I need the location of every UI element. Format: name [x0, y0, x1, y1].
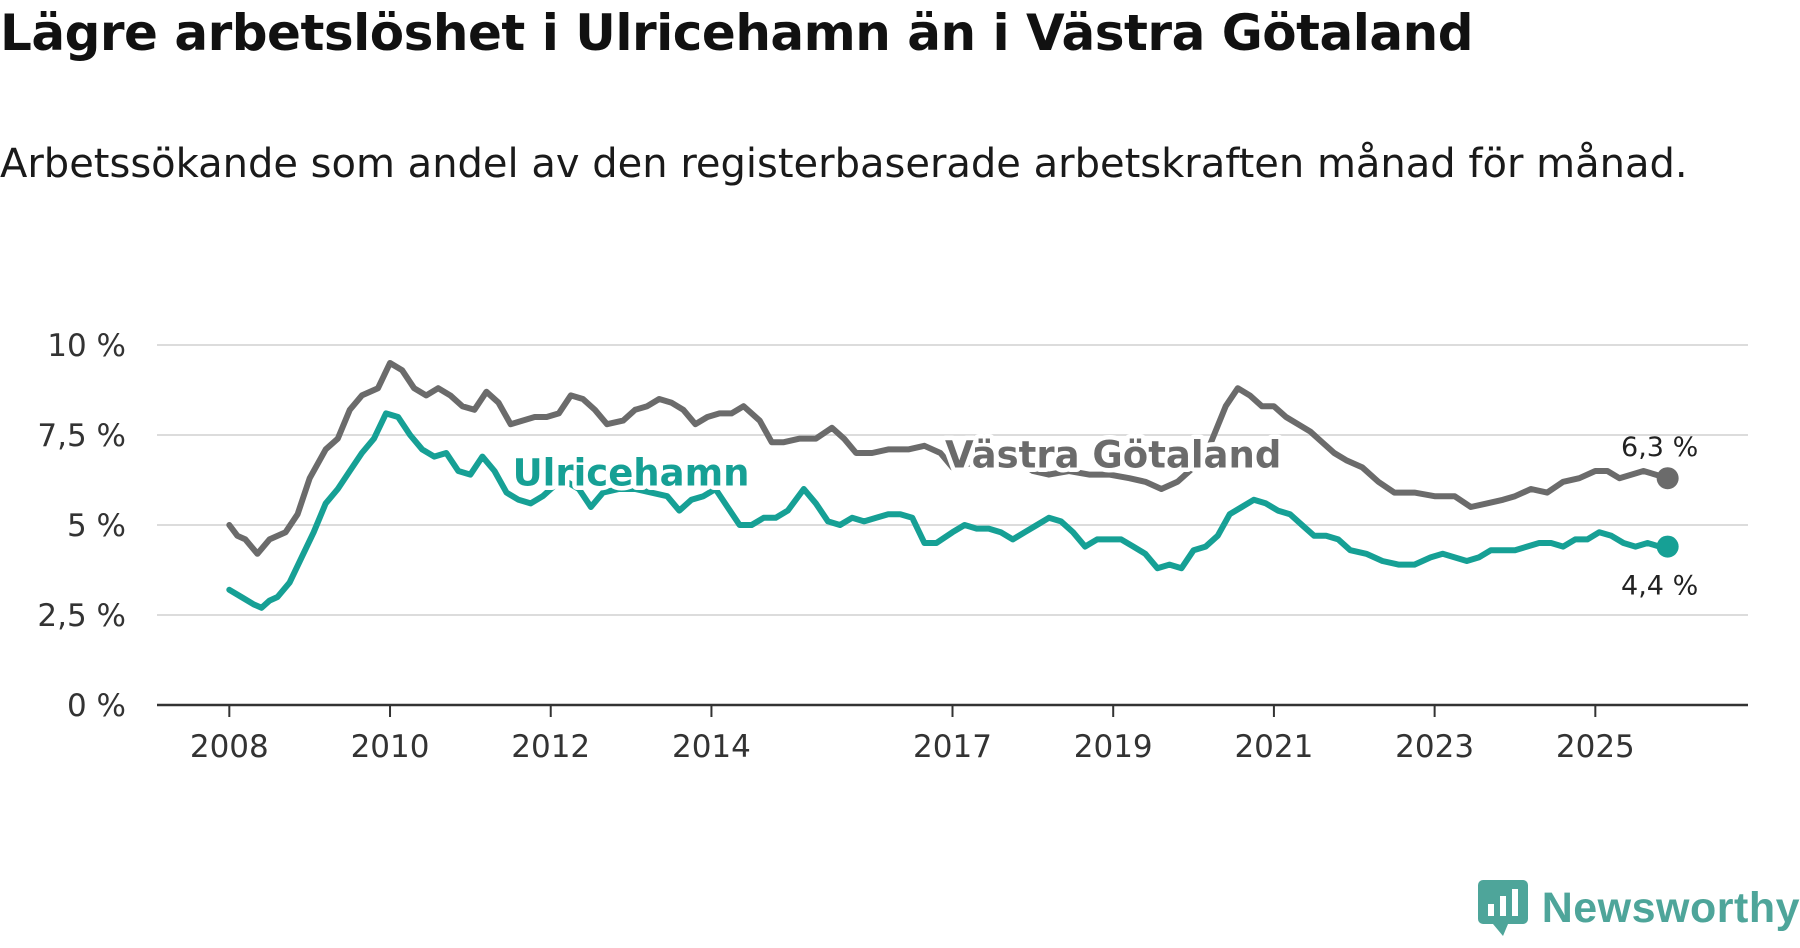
- x-tick-label: 2010: [351, 729, 430, 765]
- series-name-label: Ulricehamn: [513, 451, 750, 494]
- series-name-label: Västra Götaland: [945, 433, 1281, 476]
- series-end-label: 6,3 %: [1621, 432, 1698, 463]
- brand-logo: Newsworthy: [1477, 880, 1800, 936]
- series-labels: 6,3 % 4,4 % Ulricehamn Västra Götaland: [508, 429, 1698, 602]
- y-tick-label: 0 %: [67, 688, 126, 724]
- axes: 0 % 2,5 % 5 % 7,5 % 10 % 2008 2010 2012 2014 2017…: [37, 328, 1748, 765]
- x-tick-label: 2008: [190, 729, 269, 765]
- line-chart: 0 % 2,5 % 5 % 7,5 % 10 % 2008 2010 2012 2014 2017…: [37, 328, 1748, 765]
- x-tick-label: 2017: [913, 729, 992, 765]
- x-tick-label: 2019: [1074, 729, 1153, 765]
- y-tick-label: 2,5 %: [37, 598, 126, 634]
- chart-subtitle: Arbetssökande som andel av den registerb…: [0, 141, 1688, 187]
- series-line-0: [226, 360, 1671, 557]
- series-endpoint-1: [1656, 535, 1679, 558]
- series-endpoint-0: [1656, 467, 1679, 490]
- newsworthy-logo-icon: [1477, 880, 1528, 936]
- x-tick-label: 2023: [1395, 729, 1474, 765]
- gridlines: [157, 344, 1748, 616]
- series-lines: [226, 360, 1679, 611]
- brand-name: Newsworthy: [1541, 883, 1800, 932]
- x-tick-label: 2012: [511, 729, 590, 765]
- y-tick-label: 10 %: [47, 328, 126, 364]
- y-tick-label: 5 %: [67, 508, 126, 544]
- y-tick-label: 7,5 %: [37, 418, 126, 454]
- chart-title: Lägre arbetslöshet i Ulricehamn än i Väs…: [0, 4, 1474, 62]
- x-tick-label: 2025: [1556, 729, 1635, 765]
- series-end-label: 4,4 %: [1621, 571, 1698, 602]
- x-tick-label: 2014: [672, 729, 751, 765]
- x-tick-label: 2021: [1234, 729, 1313, 765]
- series-line-1: [226, 410, 1671, 611]
